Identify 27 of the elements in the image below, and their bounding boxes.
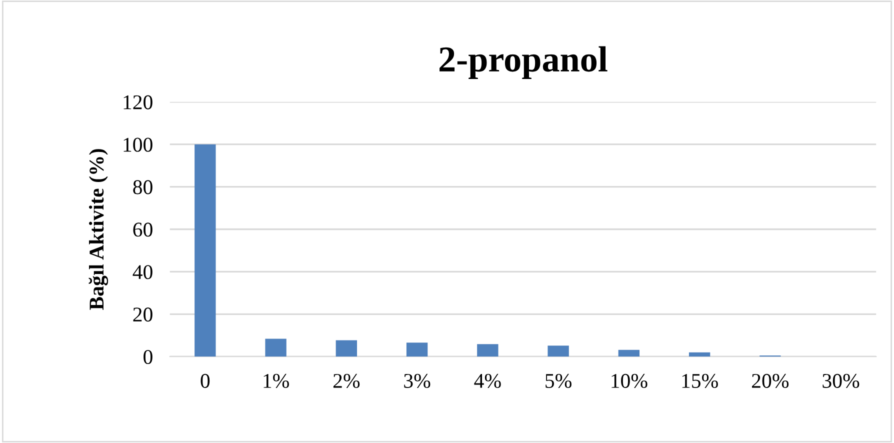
bar bbox=[336, 340, 358, 357]
y-tick-label: 120 bbox=[124, 95, 152, 110]
bar bbox=[406, 342, 428, 357]
bar bbox=[618, 350, 640, 357]
bar bbox=[265, 338, 286, 357]
x-tick-label: 0 bbox=[200, 374, 210, 388]
y-tick-label: 20 bbox=[133, 308, 152, 322]
bar bbox=[548, 346, 569, 357]
y-tick-label: 100 bbox=[124, 138, 152, 152]
x-tick-label: 2% bbox=[333, 374, 360, 388]
bar bbox=[688, 352, 710, 357]
bar bbox=[194, 144, 216, 357]
bar bbox=[477, 344, 498, 357]
x-tick-label: 5% bbox=[546, 374, 572, 388]
x-tick-label: 3% bbox=[404, 374, 430, 388]
x-tick-label: 15% bbox=[682, 374, 718, 388]
x-tick-label: 20% bbox=[752, 374, 789, 388]
x-tick-label: 30% bbox=[822, 374, 860, 388]
y-axis-title: Bağıl Aktivite (%) bbox=[88, 149, 108, 310]
x-tick-label: 1% bbox=[264, 374, 289, 388]
y-tick-label: 60 bbox=[133, 222, 152, 237]
x-tick-label: 10% bbox=[612, 374, 648, 388]
chart-title: 2-propanol bbox=[440, 46, 608, 80]
x-tick-label: 4% bbox=[474, 374, 501, 388]
y-tick-label: 0 bbox=[144, 350, 152, 364]
y-tick-label: 40 bbox=[132, 265, 152, 280]
y-tick-label: 80 bbox=[133, 180, 152, 194]
